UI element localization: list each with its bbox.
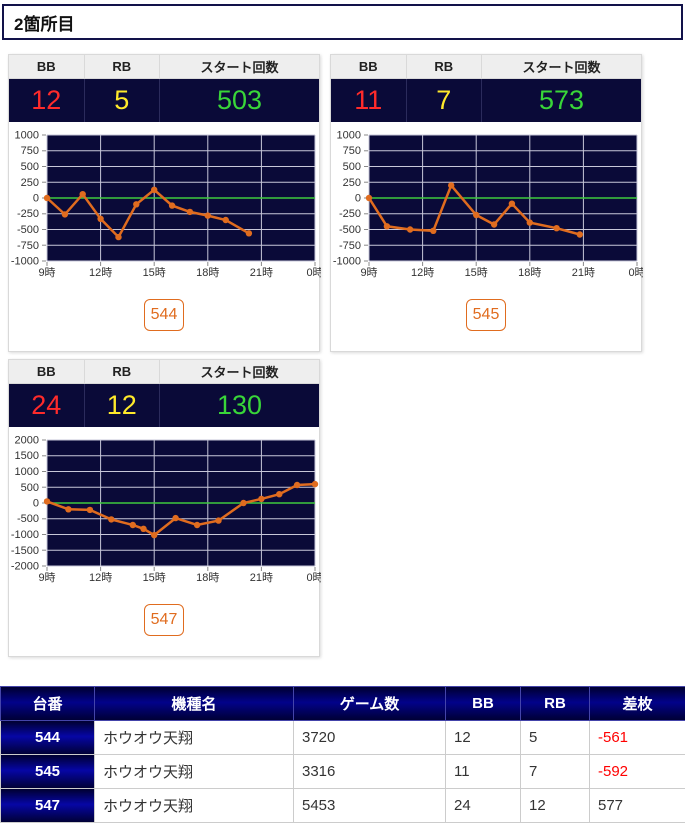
svg-text:0: 0 [33, 193, 39, 205]
svg-text:500: 500 [21, 482, 39, 494]
svg-text:18時: 18時 [518, 266, 541, 279]
svg-text:-750: -750 [17, 240, 39, 252]
svg-text:-2000: -2000 [11, 561, 39, 573]
svg-text:250: 250 [21, 177, 39, 189]
svg-text:1500: 1500 [15, 450, 39, 462]
svg-text:-750: -750 [339, 240, 361, 252]
svg-text:-500: -500 [17, 224, 39, 236]
svg-text:0時: 0時 [306, 571, 321, 584]
svg-text:1000: 1000 [15, 466, 39, 478]
svg-text:0時: 0時 [628, 266, 643, 279]
svg-text:0: 0 [33, 498, 39, 510]
svg-text:15時: 15時 [143, 571, 166, 584]
svg-text:0: 0 [355, 193, 361, 205]
svg-text:12時: 12時 [89, 571, 112, 584]
svg-text:-250: -250 [17, 208, 39, 220]
svg-text:2000: 2000 [15, 435, 39, 447]
svg-text:15時: 15時 [465, 266, 488, 279]
svg-text:-250: -250 [339, 208, 361, 220]
svg-text:1000: 1000 [15, 130, 39, 142]
svg-text:9時: 9時 [360, 266, 377, 279]
svg-text:9時: 9時 [38, 571, 55, 584]
svg-text:0時: 0時 [306, 266, 321, 279]
svg-text:750: 750 [21, 145, 39, 157]
svg-text:21時: 21時 [250, 571, 273, 584]
svg-text:12時: 12時 [411, 266, 434, 279]
svg-text:-500: -500 [339, 224, 361, 236]
svg-text:500: 500 [343, 161, 361, 173]
svg-text:21時: 21時 [250, 266, 273, 279]
svg-text:1000: 1000 [337, 130, 361, 142]
svg-text:-1000: -1000 [333, 256, 361, 268]
svg-text:18時: 18時 [196, 571, 219, 584]
svg-text:12時: 12時 [89, 266, 112, 279]
svg-text:-1000: -1000 [11, 256, 39, 268]
svg-text:18時: 18時 [196, 266, 219, 279]
svg-text:250: 250 [343, 177, 361, 189]
svg-text:500: 500 [21, 161, 39, 173]
svg-text:-1000: -1000 [11, 529, 39, 541]
svg-text:9時: 9時 [38, 266, 55, 279]
svg-text:-1500: -1500 [11, 545, 39, 557]
svg-text:750: 750 [343, 145, 361, 157]
svg-text:21時: 21時 [572, 266, 595, 279]
svg-text:15時: 15時 [143, 266, 166, 279]
svg-text:-500: -500 [17, 513, 39, 525]
